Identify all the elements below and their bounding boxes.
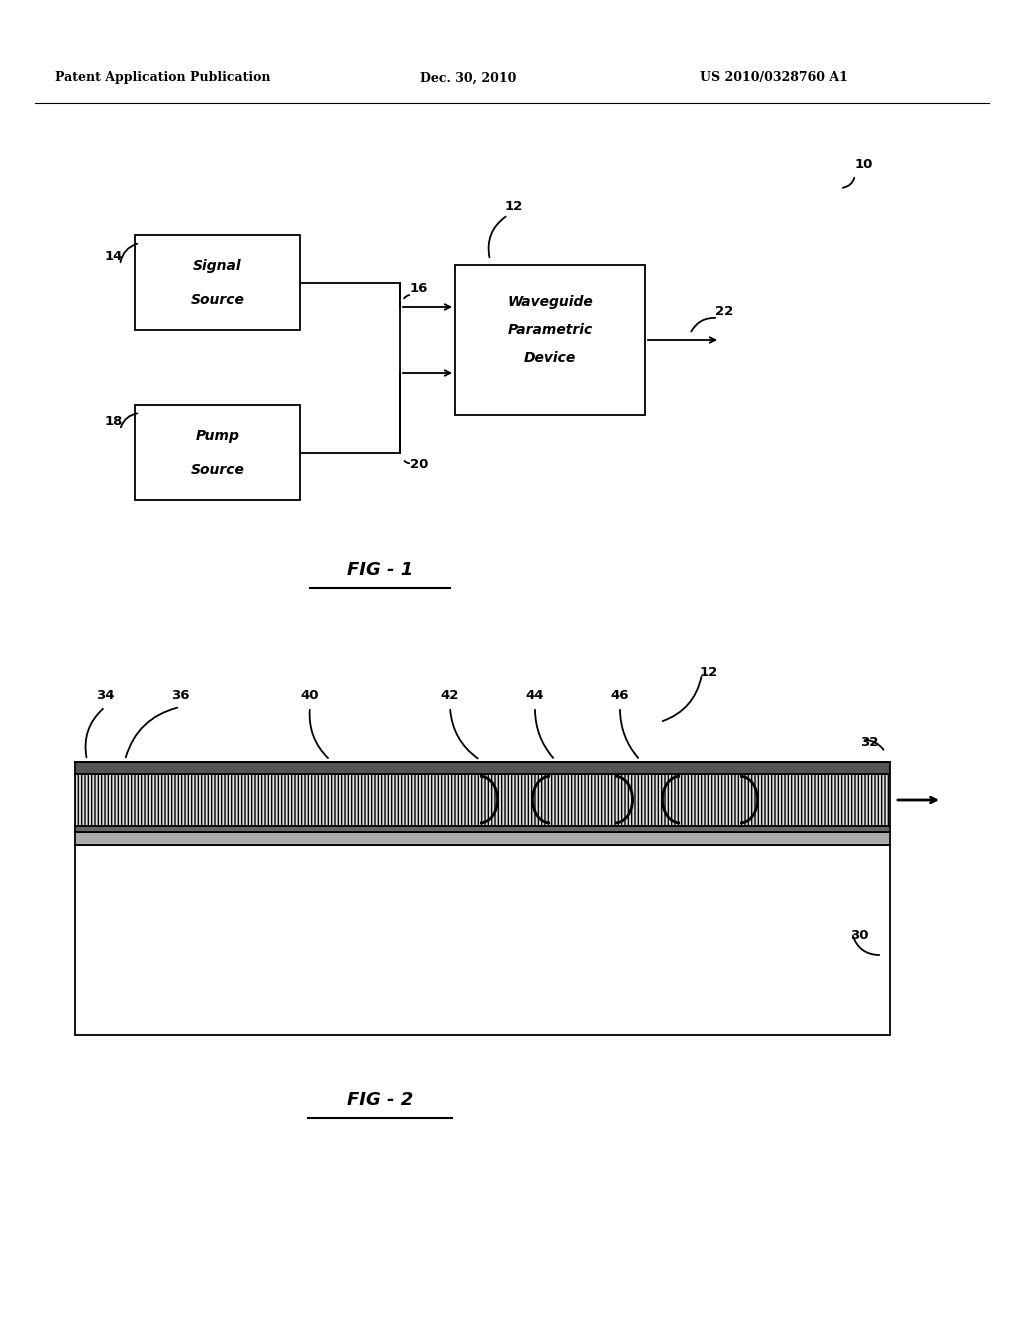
Text: 12: 12: [700, 665, 718, 678]
Bar: [135, 235, 300, 330]
Text: 18: 18: [105, 414, 123, 428]
Text: 44: 44: [525, 689, 544, 702]
Text: US 2010/0328760 A1: US 2010/0328760 A1: [700, 71, 848, 84]
Text: 20: 20: [410, 458, 428, 471]
Bar: [75, 774, 890, 826]
Bar: [75, 762, 890, 774]
Text: Waveguide: Waveguide: [507, 294, 593, 309]
Text: 10: 10: [855, 158, 873, 172]
Text: 46: 46: [610, 689, 630, 702]
Text: 22: 22: [715, 305, 733, 318]
Text: 16: 16: [410, 282, 428, 294]
Bar: [135, 405, 300, 500]
Text: 42: 42: [440, 689, 459, 702]
Bar: [455, 265, 645, 414]
Text: Parametric: Parametric: [507, 323, 593, 337]
Text: Source: Source: [190, 462, 245, 477]
Text: 36: 36: [171, 689, 189, 702]
Text: Signal: Signal: [194, 259, 242, 272]
Bar: [75, 826, 890, 832]
Text: 32: 32: [860, 735, 879, 748]
Bar: [75, 845, 890, 1035]
Text: 12: 12: [505, 201, 523, 213]
Text: 40: 40: [301, 689, 319, 702]
Text: Dec. 30, 2010: Dec. 30, 2010: [420, 71, 516, 84]
Text: 14: 14: [105, 249, 123, 263]
Text: Device: Device: [524, 351, 577, 366]
Bar: [75, 832, 890, 845]
Text: 30: 30: [850, 928, 868, 941]
Text: FIG - 1: FIG - 1: [347, 561, 413, 579]
Text: FIG - 2: FIG - 2: [347, 1092, 413, 1109]
Text: Pump: Pump: [196, 429, 240, 442]
Text: Source: Source: [190, 293, 245, 306]
Text: Patent Application Publication: Patent Application Publication: [55, 71, 270, 84]
Text: 34: 34: [96, 689, 115, 702]
